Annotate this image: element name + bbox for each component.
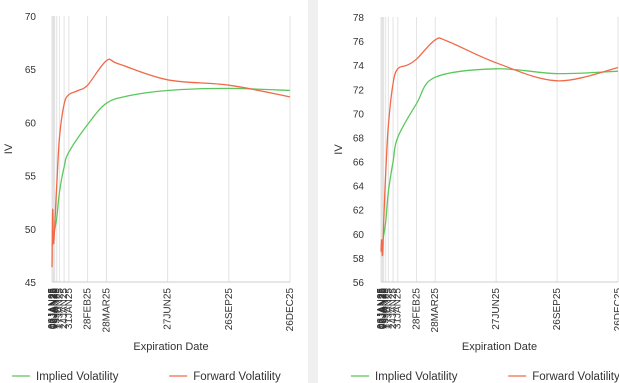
forward-volatility-line bbox=[380, 37, 619, 257]
x-axis-title: Expiration Date bbox=[462, 341, 537, 353]
x-tick-label: 08JAN25 bbox=[48, 288, 59, 330]
x-tick-label: 28FEB25 bbox=[83, 288, 94, 330]
x-tick-label: 06JAN25 bbox=[376, 288, 387, 330]
legend-label: Forward Volatility bbox=[532, 371, 619, 383]
x-tick-label: 28MAR25 bbox=[430, 288, 441, 333]
x-tick-label: 28FEB25 bbox=[411, 288, 422, 330]
legend-item-forward-volatility[interactable]: Forward Volatility bbox=[508, 371, 619, 383]
y-tick-label: 70 bbox=[353, 109, 365, 120]
y-axis-title: IV bbox=[333, 144, 345, 155]
x-tick-label: 08JAN25 bbox=[377, 288, 388, 330]
y-tick-label: 68 bbox=[353, 133, 365, 144]
x-tick-label: 26DEC25 bbox=[613, 288, 619, 332]
x-tick-label: 17JAN25 bbox=[54, 288, 65, 330]
x-tick-label: 13JAN25 bbox=[52, 288, 63, 330]
x-tick-label: 27JUN25 bbox=[491, 288, 502, 330]
x-tick-label: 06JAN25 bbox=[47, 288, 58, 330]
y-tick-label: 72 bbox=[353, 85, 365, 96]
y-tick-label: 45 bbox=[25, 278, 37, 289]
forward-volatility-line bbox=[51, 58, 291, 268]
y-tick-label: 76 bbox=[353, 37, 365, 48]
legend-label: Forward Volatility bbox=[193, 371, 281, 383]
x-tick-label: 09JAN25 bbox=[378, 288, 389, 330]
x-tick-label: 26SEP25 bbox=[224, 288, 235, 331]
x-tick-label: 10JAN25 bbox=[379, 288, 390, 330]
x-axis-title: Expiration Date bbox=[133, 341, 208, 353]
y-tick-label: 60 bbox=[25, 118, 37, 129]
right-chart-panel: 78 76 74 72 70 68 66 64 62 60 58 56 06JAN25 07JAN25 08… bbox=[318, 0, 619, 383]
y-tick-label: 70 bbox=[25, 12, 37, 23]
y-axis-title: IV bbox=[3, 143, 15, 154]
right-iv-chart: 78 76 74 72 70 68 66 64 62 60 58 56 06JAN2507JAN2508… bbox=[333, 13, 619, 383]
legend-item-forward-volatility[interactable]: Forward Volatility bbox=[169, 371, 281, 383]
y-tick-label: 64 bbox=[353, 182, 365, 193]
y-tick-label: 50 bbox=[25, 225, 37, 236]
x-tick-label: 07JAN25 bbox=[48, 288, 59, 330]
x-tick-label: 28MAR25 bbox=[101, 288, 112, 333]
y-tick-label: 60 bbox=[353, 230, 365, 241]
x-tick-label: 24JAN25 bbox=[388, 288, 399, 330]
legend-label: Implied Volatility bbox=[36, 371, 119, 383]
x-tick-label: 26SEP25 bbox=[552, 288, 563, 331]
x-tick-label: 27JUN25 bbox=[163, 288, 174, 330]
y-tick-label: 58 bbox=[353, 254, 365, 265]
legend-item-implied-volatility[interactable]: Implied Volatility bbox=[351, 371, 458, 383]
y-tick-label: 55 bbox=[25, 172, 37, 183]
x-tick-label: 13JAN25 bbox=[381, 288, 392, 330]
x-tick-label: 31JAN25 bbox=[393, 288, 404, 330]
left-iv-chart: 70 65 60 55 50 45 06JAN2507JAN2508JAN2509JAN25… bbox=[3, 12, 296, 383]
x-tick-label: 24JAN25 bbox=[59, 288, 70, 330]
x-tick-label: 10JAN25 bbox=[50, 288, 61, 330]
grid-lines bbox=[51, 16, 291, 282]
y-tick-label: 56 bbox=[353, 278, 365, 289]
legend-label: Implied Volatility bbox=[375, 371, 458, 383]
x-tick-label: 17JAN25 bbox=[383, 288, 394, 330]
grid-lines bbox=[380, 17, 619, 282]
implied-volatility-line bbox=[51, 87, 291, 246]
y-tick-label: 78 bbox=[353, 13, 365, 24]
x-tick-label: 26DEC25 bbox=[285, 288, 296, 332]
x-tick-label: 31JAN25 bbox=[64, 288, 75, 330]
y-tick-label: 66 bbox=[353, 158, 365, 169]
panel-divider bbox=[308, 0, 318, 383]
y-tick-label: 74 bbox=[353, 61, 365, 72]
legend-item-implied-volatility[interactable]: Implied Volatility bbox=[12, 371, 119, 383]
x-tick-label: 09JAN25 bbox=[49, 288, 60, 330]
y-tick-label: 65 bbox=[25, 65, 37, 76]
x-tick-label: 07JAN25 bbox=[377, 288, 388, 330]
y-tick-label: 62 bbox=[353, 206, 365, 217]
left-chart-panel: 70 65 60 55 50 45 06JAN25 07JAN25 08JAN25 09JAN25… bbox=[0, 0, 308, 383]
